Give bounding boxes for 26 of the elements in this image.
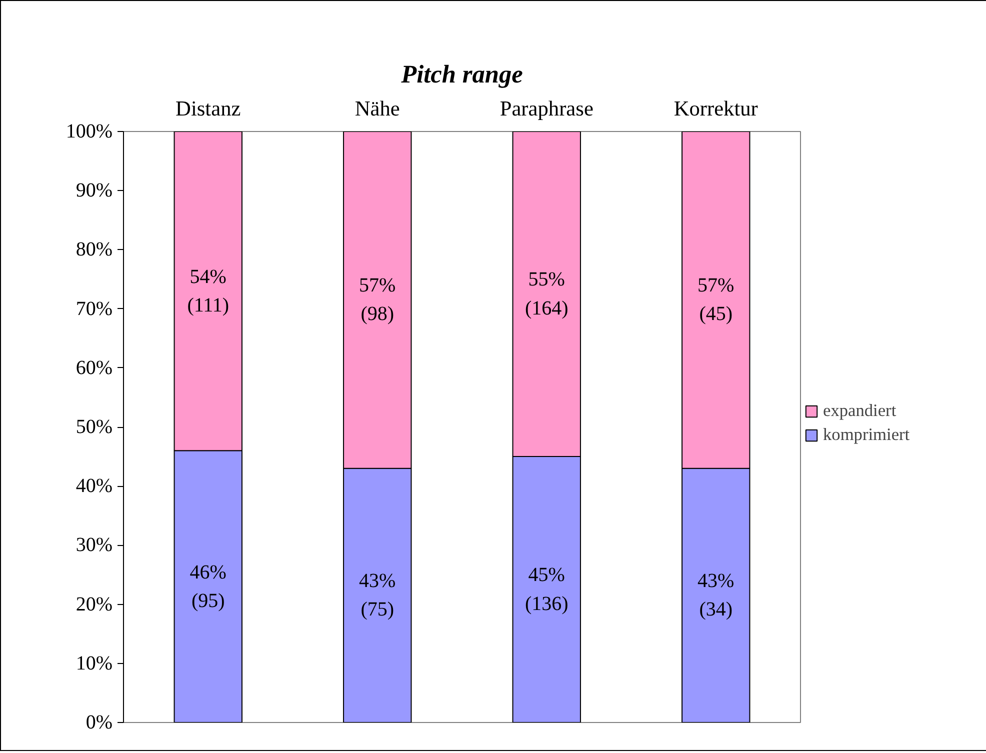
- data-label: 57% (45): [698, 274, 734, 326]
- y-tick-label: 100%: [66, 120, 113, 142]
- data-label: 43% (34): [698, 570, 734, 621]
- y-tick-label: 50%: [76, 416, 113, 438]
- x-tick-label: Korrektur: [674, 96, 758, 120]
- data-label: 54% (111): [187, 266, 230, 316]
- x-tick-label: Distanz: [176, 96, 241, 120]
- data-label: 43% (75): [359, 570, 396, 621]
- y-tick-label: 0%: [86, 712, 113, 734]
- data-label: 46% (95): [190, 561, 226, 612]
- data-label: 45% (136): [524, 564, 568, 615]
- data-label: 57% (98): [359, 274, 396, 326]
- y-tick-label: 30%: [76, 534, 113, 556]
- y-tick-label: 80%: [76, 238, 113, 261]
- legend-label: expandiert: [823, 401, 896, 421]
- y-tick-label: 40%: [76, 475, 113, 498]
- y-tick-label: 20%: [76, 593, 113, 616]
- x-tick-label: Paraphrase: [500, 96, 594, 120]
- x-tick-label: Nähe: [354, 96, 400, 120]
- chart-title: Pitch range: [400, 60, 523, 88]
- y-tick-label: 10%: [76, 652, 113, 674]
- y-tick-label: 70%: [76, 298, 113, 320]
- legend-label: komprimiert: [823, 425, 910, 445]
- y-tick-label: 60%: [76, 356, 113, 379]
- y-tick-label: 90%: [76, 180, 113, 202]
- data-label: 55% (164): [524, 268, 568, 320]
